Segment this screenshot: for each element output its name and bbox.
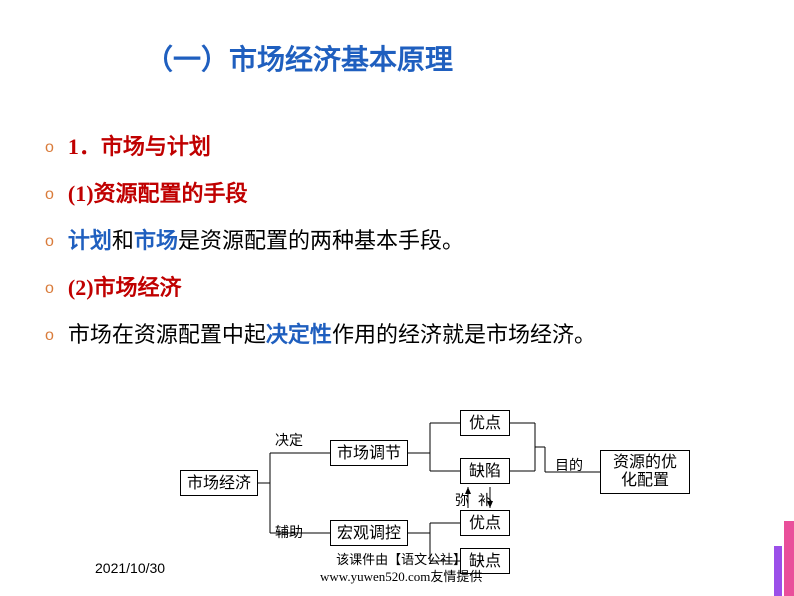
bullet-icon: o xyxy=(45,230,54,254)
edge-label: 决定 xyxy=(275,430,303,450)
corner-decoration xyxy=(764,516,794,596)
slide-title: （一）市场经济基本原理 xyxy=(145,38,453,78)
text-segment: 市场在资源配置中起 xyxy=(68,322,266,347)
diagram-node-market_econ: 市场经济 xyxy=(180,470,258,496)
line-text: (1)资源配置的手段 xyxy=(68,177,248,210)
line-text: (2)市场经济 xyxy=(68,271,182,304)
footer-note: 该课件由【语文公社】 www.yuwen520.com友情提供 xyxy=(320,552,482,586)
text-segment: 和 xyxy=(112,228,134,253)
text-segment: 市场 xyxy=(134,228,178,253)
edge-label: 辅助 xyxy=(275,522,303,542)
content-line: o (1)资源配置的手段 xyxy=(45,177,745,210)
bullet-icon: o xyxy=(45,324,54,348)
line-text: 市场在资源配置中起决定性作用的经济就是市场经济。 xyxy=(68,318,596,351)
diagram-node-adv2: 优点 xyxy=(460,510,510,536)
content-line: o 市场在资源配置中起决定性作用的经济就是市场经济。 xyxy=(45,318,745,351)
footer-line1: 该课件由【语文公社】 xyxy=(320,552,482,569)
slide-date: 2021/10/30 xyxy=(95,560,165,576)
bullet-icon: o xyxy=(45,136,54,160)
concept-diagram: 市场经济市场调节宏观调控优点缺陷优点缺点资源的优 化配置决定辅助弥补目的 xyxy=(180,400,740,570)
footer-line2: www.yuwen520.com友情提供 xyxy=(320,569,482,586)
bullet-icon: o xyxy=(45,183,54,207)
bullet-icon: o xyxy=(45,277,54,301)
text-segment: 1．市场与计划 xyxy=(68,134,211,159)
content-line: o (2)市场经济 xyxy=(45,271,745,304)
text-segment: 计划 xyxy=(68,228,112,253)
diagram-node-def1: 缺陷 xyxy=(460,458,510,484)
diagram-node-goal: 资源的优 化配置 xyxy=(600,450,690,494)
content-line: o 计划和市场是资源配置的两种基本手段。 xyxy=(45,224,745,257)
content-line: o 1．市场与计划 xyxy=(45,130,745,163)
diagram-node-adv1: 优点 xyxy=(460,410,510,436)
decor-bar-pink xyxy=(784,521,794,596)
edge-label: 补 xyxy=(478,490,492,510)
text-segment: 作用的经济就是市场经济。 xyxy=(332,322,596,347)
edge-label: 目的 xyxy=(555,455,583,475)
content-area: o 1．市场与计划 o (1)资源配置的手段 o 计划和市场是资源配置的两种基本手段。 o (… xyxy=(45,130,745,365)
text-segment: 是资源配置的两种基本手段。 xyxy=(178,228,464,253)
edge-label: 弥 xyxy=(455,490,469,510)
text-segment: (1)资源配置的手段 xyxy=(68,181,248,206)
text-segment: (2)市场经济 xyxy=(68,275,182,300)
slide: （一）市场经济基本原理 o 1．市场与计划 o (1)资源配置的手段 o 计划和市场是资源… xyxy=(0,0,794,596)
diagram-node-market_reg: 市场调节 xyxy=(330,440,408,466)
text-segment: 决定性 xyxy=(266,322,332,347)
decor-bar-purple xyxy=(774,546,782,596)
line-text: 1．市场与计划 xyxy=(68,130,211,163)
line-text: 计划和市场是资源配置的两种基本手段。 xyxy=(68,224,464,257)
diagram-node-macro: 宏观调控 xyxy=(330,520,408,546)
